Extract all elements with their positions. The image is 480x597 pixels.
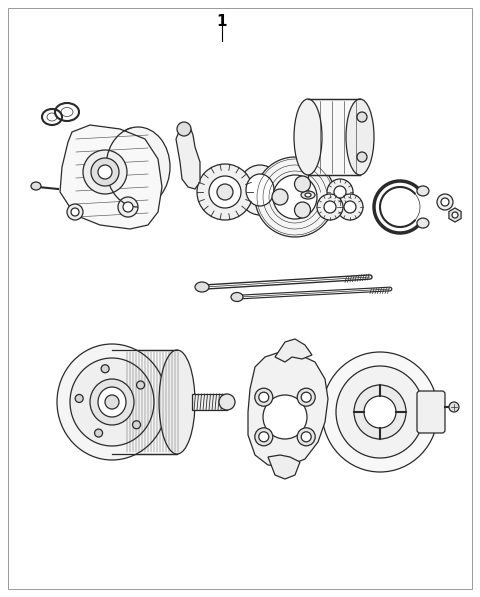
- Ellipse shape: [324, 201, 336, 213]
- Ellipse shape: [294, 99, 322, 175]
- Ellipse shape: [238, 165, 282, 215]
- Ellipse shape: [231, 293, 243, 301]
- Ellipse shape: [336, 366, 424, 458]
- Ellipse shape: [297, 428, 315, 446]
- Ellipse shape: [357, 152, 367, 162]
- Ellipse shape: [123, 202, 133, 212]
- Ellipse shape: [137, 381, 144, 389]
- Ellipse shape: [255, 388, 273, 406]
- Polygon shape: [268, 455, 300, 479]
- Ellipse shape: [98, 165, 112, 179]
- Ellipse shape: [246, 174, 274, 206]
- Ellipse shape: [195, 282, 209, 292]
- FancyBboxPatch shape: [417, 391, 445, 433]
- Ellipse shape: [101, 365, 109, 373]
- Bar: [112, 350, 177, 454]
- Ellipse shape: [317, 194, 343, 220]
- Ellipse shape: [273, 175, 317, 219]
- Ellipse shape: [95, 429, 103, 437]
- Ellipse shape: [374, 181, 426, 233]
- Bar: [308, 99, 360, 175]
- Ellipse shape: [452, 212, 458, 218]
- Ellipse shape: [209, 176, 241, 208]
- Ellipse shape: [90, 379, 134, 425]
- Polygon shape: [449, 208, 461, 222]
- Ellipse shape: [259, 392, 269, 402]
- Ellipse shape: [295, 202, 311, 218]
- Ellipse shape: [259, 432, 269, 442]
- Ellipse shape: [297, 388, 315, 406]
- Ellipse shape: [417, 186, 429, 196]
- Ellipse shape: [219, 394, 235, 410]
- Ellipse shape: [70, 358, 154, 446]
- Ellipse shape: [449, 402, 459, 412]
- Ellipse shape: [337, 194, 363, 220]
- Ellipse shape: [106, 127, 170, 207]
- Ellipse shape: [57, 344, 167, 460]
- Bar: [192, 394, 227, 410]
- Ellipse shape: [31, 182, 41, 190]
- Ellipse shape: [255, 428, 273, 446]
- Ellipse shape: [98, 387, 126, 417]
- Ellipse shape: [118, 197, 138, 217]
- Ellipse shape: [380, 187, 420, 227]
- Ellipse shape: [71, 208, 79, 216]
- Ellipse shape: [305, 193, 311, 197]
- Ellipse shape: [357, 112, 367, 122]
- Ellipse shape: [322, 352, 438, 472]
- Polygon shape: [275, 339, 312, 362]
- Ellipse shape: [417, 218, 429, 228]
- Ellipse shape: [83, 150, 127, 194]
- Ellipse shape: [217, 184, 233, 200]
- Polygon shape: [60, 125, 162, 229]
- Ellipse shape: [334, 186, 346, 198]
- Ellipse shape: [344, 201, 356, 213]
- Polygon shape: [241, 184, 280, 200]
- Ellipse shape: [441, 198, 449, 206]
- Ellipse shape: [301, 392, 311, 402]
- Ellipse shape: [91, 158, 119, 186]
- Ellipse shape: [301, 432, 311, 442]
- Ellipse shape: [255, 157, 335, 237]
- Ellipse shape: [364, 396, 396, 428]
- Polygon shape: [248, 352, 328, 467]
- Ellipse shape: [67, 204, 83, 220]
- Ellipse shape: [197, 164, 253, 220]
- Ellipse shape: [105, 395, 119, 409]
- Ellipse shape: [327, 179, 353, 205]
- Ellipse shape: [301, 191, 315, 199]
- Polygon shape: [176, 125, 200, 189]
- Ellipse shape: [159, 350, 195, 454]
- Ellipse shape: [437, 194, 453, 210]
- Ellipse shape: [75, 395, 83, 402]
- Ellipse shape: [132, 421, 141, 429]
- Ellipse shape: [295, 176, 311, 192]
- Ellipse shape: [177, 122, 191, 136]
- Text: 1: 1: [217, 14, 227, 29]
- Ellipse shape: [354, 385, 406, 439]
- Ellipse shape: [272, 189, 288, 205]
- Ellipse shape: [346, 99, 374, 175]
- Ellipse shape: [263, 395, 307, 439]
